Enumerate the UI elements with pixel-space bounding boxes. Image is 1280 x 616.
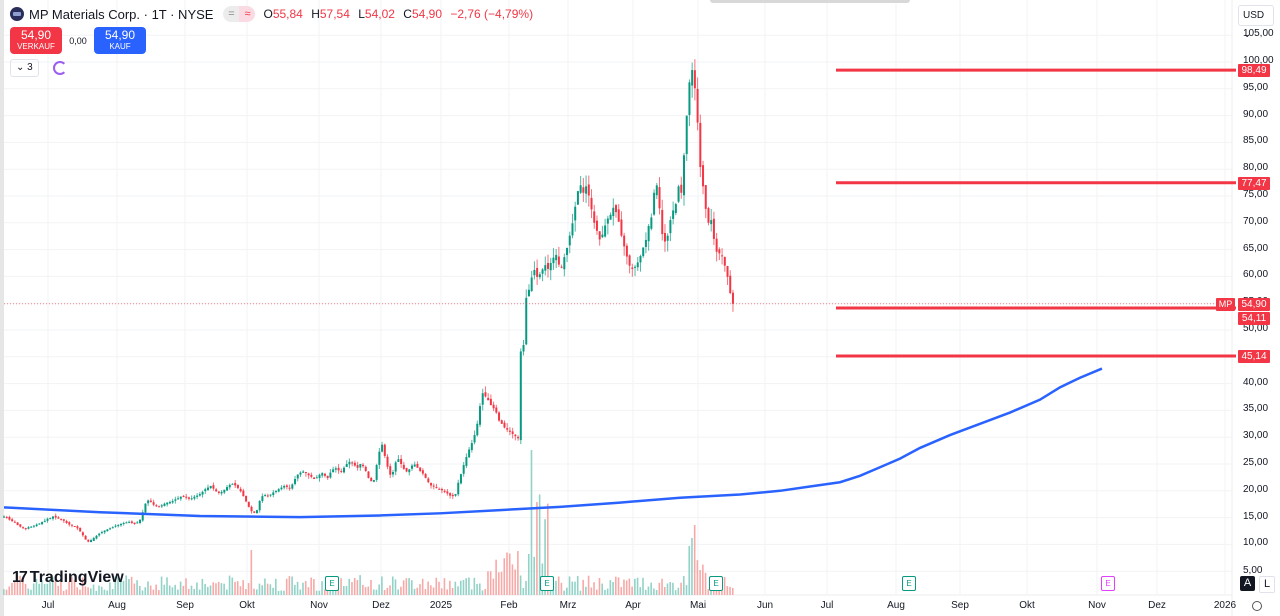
trade-panel: 54,90 VERKAUF 0,00 54,90 KAUF: [10, 27, 146, 54]
price-tick: 95,00: [1243, 81, 1269, 93]
ohlc-values: O55,84 H57,54 L54,02 C54,90 −2,76 (−4,79…: [263, 7, 538, 21]
open-label: O: [263, 7, 273, 21]
time-tick: Dez: [1148, 600, 1166, 611]
price-tag: 54,11: [1238, 312, 1270, 325]
spread-value: 0,00: [69, 35, 87, 46]
price-tick: 50,00: [1243, 323, 1269, 334]
price-tick: 40,00: [1243, 376, 1269, 388]
price-tick: 75,00: [1243, 189, 1269, 200]
chevron-down-icon: ⌄: [16, 62, 28, 73]
sell-button[interactable]: 54,90 VERKAUF: [10, 27, 62, 54]
buy-button[interactable]: 54,90 KAUF: [94, 27, 146, 54]
time-tick: Nov: [310, 600, 328, 611]
currency-select[interactable]: USD ⌄: [1238, 5, 1274, 40]
price-tick: 5,00: [1243, 565, 1263, 576]
auto-scale-button[interactable]: A: [1240, 576, 1255, 591]
open-value: 55,84: [272, 7, 303, 21]
price-tick: 90,00: [1243, 108, 1269, 120]
high-value: 57,54: [319, 7, 350, 21]
earnings-icon[interactable]: E: [1101, 576, 1115, 591]
time-tick: Sep: [176, 600, 194, 611]
time-tick: Nov: [1088, 600, 1106, 611]
approx-icon[interactable]: ≈: [239, 6, 256, 22]
sync-icon[interactable]: [52, 61, 67, 75]
time-tick: Okt: [239, 600, 255, 611]
sell-label: VERKAUF: [17, 42, 55, 51]
settings-icon[interactable]: [1252, 601, 1262, 611]
time-tick: Sep: [951, 600, 969, 611]
time-tick: Mrz: [559, 600, 577, 611]
high-label: H: [311, 7, 320, 21]
tv-logo-icon: 17: [12, 569, 28, 586]
price-tick: 80,00: [1243, 162, 1269, 174]
price-tick: 65,00: [1243, 242, 1269, 254]
indicators-collapse-button[interactable]: ⌄ 3: [10, 59, 39, 77]
price-tick: 25,00: [1243, 457, 1269, 468]
time-tick: Jul: [41, 600, 55, 611]
time-tick: Jul: [820, 600, 834, 611]
time-tick: Okt: [1019, 600, 1035, 611]
display-toggle[interactable]: = ≈: [223, 6, 256, 22]
currency-label: USD: [1243, 10, 1265, 21]
symbol-title[interactable]: MP Materials Corp. · 1T · NYSE: [29, 6, 214, 22]
low-label: L: [358, 7, 365, 21]
indicator-bar: ⌄ 3: [10, 59, 67, 77]
price-tick: 100,00: [1243, 55, 1274, 66]
low-value: 54,02: [364, 7, 395, 21]
brand-name: TradingView: [29, 569, 124, 586]
time-tick: 2026: [1213, 600, 1237, 611]
price-tag: 54,90: [1238, 298, 1270, 311]
earnings-icon[interactable]: E: [902, 576, 916, 591]
time-tick: 2025: [429, 600, 453, 611]
earnings-icon[interactable]: E: [709, 576, 723, 591]
change-value: −2,76 (−4,79%): [450, 7, 534, 21]
time-tick: Dez: [372, 600, 390, 611]
close-label: C: [403, 7, 412, 21]
price-tag: 98,49: [1238, 64, 1270, 78]
price-tag: 77,47: [1238, 176, 1270, 190]
company-logo-icon: [10, 7, 24, 21]
price-tick: 60,00: [1243, 269, 1269, 281]
time-tick: Aug: [108, 600, 126, 611]
buy-label: KAUF: [109, 42, 131, 51]
minus-icon[interactable]: =: [223, 6, 240, 22]
earnings-icon[interactable]: E: [325, 576, 339, 591]
price-tick: 35,00: [1243, 403, 1269, 415]
top-drag-handle[interactable]: [710, 0, 910, 3]
price-tick: 30,00: [1243, 430, 1269, 442]
symbol-tag: MP: [1216, 298, 1235, 311]
price-tick: 10,00: [1243, 537, 1269, 549]
symbol-header: MP Materials Corp. · 1T · NYSE = ≈ O55,8…: [10, 6, 538, 22]
price-tag: 45,14: [1238, 350, 1270, 364]
price-tick: 20,00: [1243, 483, 1269, 495]
tradingview-logo[interactable]: 17 TradingView: [12, 569, 124, 587]
sell-price: 54,90: [20, 28, 52, 42]
indicator-count: 3: [27, 62, 33, 73]
buy-price: 54,90: [104, 28, 136, 42]
time-tick: Aug: [887, 600, 905, 611]
chevron-down-icon: ⌄: [1243, 29, 1252, 40]
time-tick: Jun: [756, 600, 774, 611]
price-tick: 15,00: [1243, 510, 1269, 522]
close-value: 54,90: [411, 7, 442, 21]
time-tick: Feb: [500, 600, 518, 611]
time-tick: Apr: [625, 600, 641, 611]
price-tick: 105,00: [1243, 28, 1274, 40]
time-tick: Mai: [689, 600, 707, 611]
price-tick: 70,00: [1243, 215, 1269, 227]
price-tick: 85,00: [1243, 135, 1269, 147]
earnings-icon[interactable]: E: [540, 576, 554, 591]
log-scale-button[interactable]: L: [1259, 576, 1275, 593]
